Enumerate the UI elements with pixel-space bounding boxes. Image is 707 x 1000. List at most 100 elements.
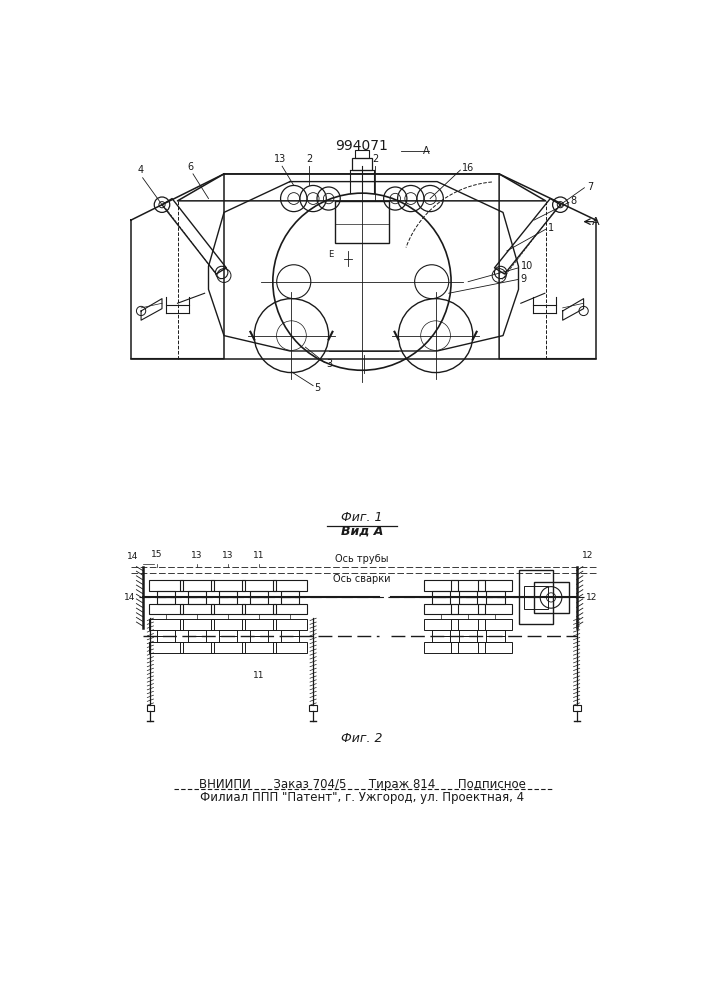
Bar [518,570,554,624]
Bar [424,604,458,614]
Bar [146,705,154,711]
Text: Ось сварки: Ось сварки [333,574,391,584]
Bar [486,630,505,636]
Text: А: А [592,217,600,227]
Bar [534,582,569,613]
Bar [156,636,175,642]
Text: 13: 13 [191,551,203,560]
Text: 9: 9 [520,274,526,284]
Bar [459,630,477,636]
Bar [451,642,485,653]
Bar [451,580,485,591]
Bar [218,630,237,636]
Text: 15: 15 [151,550,163,559]
Bar [573,705,580,711]
Text: 14: 14 [127,552,139,561]
Bar [424,642,458,653]
Bar [149,642,183,653]
Text: 16: 16 [462,163,474,173]
Text: 2: 2 [372,154,378,164]
Text: А: А [423,146,430,156]
Bar [218,636,237,642]
Bar [211,619,245,630]
Bar [335,201,389,243]
Bar [156,630,175,636]
Bar [149,604,183,614]
Text: 1: 1 [548,223,554,233]
Bar [281,591,299,597]
Bar [451,604,485,614]
Text: 12: 12 [586,593,597,602]
Bar [281,636,299,642]
Bar [459,591,477,597]
Bar [180,604,214,614]
Bar [250,630,268,636]
Text: 3: 3 [327,359,332,369]
Text: 11: 11 [253,551,264,560]
Bar [478,580,513,591]
Bar [149,580,183,591]
Bar [180,642,214,653]
Bar [156,591,175,597]
Bar [459,597,477,604]
Bar [355,150,369,158]
Bar [242,604,276,614]
Text: ВНИИПИ      Заказ 704/5      Тираж 814      Подписное: ВНИИПИ Заказ 704/5 Тираж 814 Подписное [199,778,525,791]
Bar [180,619,214,630]
Bar [459,636,477,642]
Bar [250,591,268,597]
Text: 7: 7 [587,182,593,192]
Bar [211,604,245,614]
Bar [281,597,299,604]
Bar [432,597,450,604]
Text: 2: 2 [306,154,312,164]
Bar [187,597,206,604]
Bar [424,619,458,630]
Bar [242,642,276,653]
Bar [432,636,450,642]
Bar [180,580,214,591]
Bar [250,597,268,604]
Bar [273,604,307,614]
Text: 4: 4 [137,165,144,175]
Bar [309,705,317,711]
Text: 8: 8 [571,196,576,206]
Bar [478,604,513,614]
Bar [273,619,307,630]
Text: 994071: 994071 [336,139,388,153]
Text: 6: 6 [187,162,194,172]
Bar [486,636,505,642]
Bar [281,630,299,636]
Bar [149,619,183,630]
Bar [478,642,513,653]
Text: 14: 14 [124,593,135,602]
Text: 10: 10 [521,261,533,271]
Bar [524,586,548,609]
Bar [218,591,237,597]
Text: Е: Е [328,250,334,259]
Bar [187,636,206,642]
Bar [218,597,237,604]
Bar [451,619,485,630]
Text: 13: 13 [274,154,287,164]
Bar [273,580,307,591]
Bar [156,597,175,604]
Text: Фиг. 1: Фиг. 1 [341,511,382,524]
Bar [242,580,276,591]
Bar [211,580,245,591]
Bar [432,630,450,636]
Text: 12: 12 [582,551,593,560]
Bar [486,597,505,604]
Text: Вид А: Вид А [341,524,383,537]
Text: 13: 13 [222,551,233,560]
Bar [478,619,513,630]
Bar [242,619,276,630]
Text: Филиал ППП "Патент", г. Ужгород, ул. Проектная, 4: Филиал ППП "Патент", г. Ужгород, ул. Про… [200,791,524,804]
Text: Ось трубы: Ось трубы [335,554,389,564]
Bar [424,580,458,591]
Bar [187,591,206,597]
Text: Фиг. 2: Фиг. 2 [341,732,382,745]
Bar [432,591,450,597]
Text: 5: 5 [315,383,321,393]
Bar [211,642,245,653]
